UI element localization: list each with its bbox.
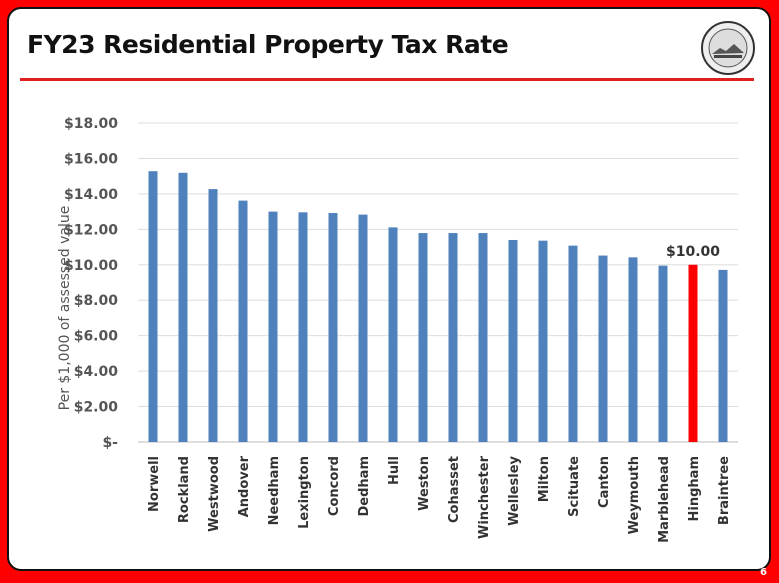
x-tick-label: Scituate	[567, 456, 582, 517]
bar-needham	[268, 211, 278, 442]
data-label: $10.00	[666, 244, 720, 260]
x-tick-label: Weston	[417, 456, 432, 511]
x-tick-label: Canton	[597, 456, 612, 508]
x-tick-label: Needham	[267, 456, 282, 525]
x-tick-label: Winchester	[477, 455, 492, 539]
x-tick-label: Hingham	[687, 456, 702, 521]
bar-hingham	[688, 264, 698, 442]
y-tick-label: $2.00	[74, 400, 119, 416]
x-tick-label: Hull	[387, 456, 402, 485]
y-tick-label: $14.00	[64, 187, 118, 203]
bar-marblehead	[658, 265, 668, 442]
y-tick-label: $18.00	[64, 116, 118, 132]
y-tick-label: $10.00	[64, 258, 118, 274]
bar-rockland	[178, 172, 188, 442]
title-underline	[20, 78, 754, 81]
x-tick-label: Andover	[237, 455, 252, 517]
bar-scituate	[568, 245, 578, 442]
y-tick-label: $6.00	[74, 329, 119, 345]
bar-weston	[418, 233, 428, 442]
bar-andover	[238, 200, 248, 442]
x-tick-label: Lexington	[297, 456, 312, 529]
slide-title: FY23 Residential Property Tax Rate	[27, 30, 509, 59]
y-tick-label: $8.00	[74, 293, 119, 309]
bar-braintree	[718, 269, 728, 442]
bar-canton	[598, 255, 608, 442]
bar-westwood	[208, 189, 218, 442]
y-axis-label: Per $1,000 of assessed value	[57, 205, 73, 411]
x-tick-label: Cohasset	[447, 456, 462, 523]
x-tick-label: Dedham	[357, 456, 372, 517]
x-tick-label: Norwell	[147, 456, 162, 512]
page-number: 6	[760, 567, 767, 578]
bar-milton	[538, 240, 548, 442]
y-tick-label: $16.00	[64, 151, 118, 167]
x-tick-label: Rockland	[177, 456, 192, 523]
bar-hull	[388, 227, 398, 442]
town-seal-logo	[701, 21, 755, 75]
y-tick-label: $4.00	[74, 364, 119, 380]
bar-winchester	[478, 233, 488, 442]
bar-cohasset	[448, 233, 458, 442]
bar-wellesley	[508, 239, 518, 442]
x-tick-label: Wellesley	[507, 455, 522, 525]
bar-dedham	[358, 214, 368, 442]
bar-lexington	[298, 212, 308, 442]
x-tick-label: Weymouth	[627, 456, 642, 534]
x-tick-label: Westwood	[207, 456, 222, 532]
bar-weymouth	[628, 257, 638, 442]
bar-norwell	[148, 171, 158, 442]
y-tick-label: $12.00	[64, 222, 118, 238]
y-tick-label: $-	[102, 435, 118, 451]
x-tick-label: Milton	[537, 456, 552, 502]
x-tick-label: Braintree	[717, 456, 732, 525]
x-tick-label: Concord	[327, 456, 342, 516]
x-tick-label: Marblehead	[657, 456, 672, 543]
bar-concord	[328, 213, 338, 442]
